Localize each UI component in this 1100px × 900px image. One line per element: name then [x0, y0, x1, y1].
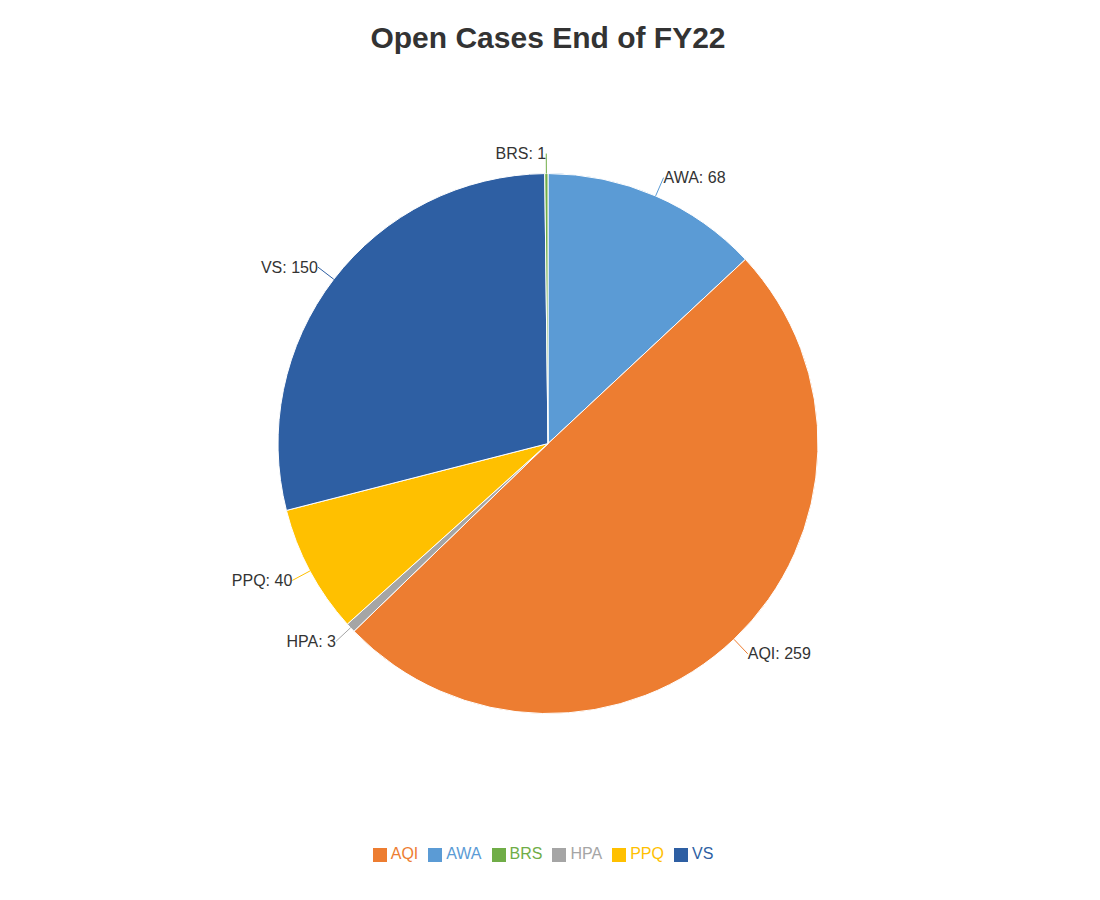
html-text:AWA: AWA [446, 845, 482, 862]
svg-text:AWA: 68: AWA: 68 [664, 169, 726, 186]
svg-text:AQI: 259: AQI: 259 [748, 645, 811, 662]
svg-text:PPQ: 40: PPQ: 40 [232, 572, 293, 589]
svg-text:BRS: 1: BRS: 1 [496, 145, 547, 162]
html-text:Open Cases End of FY22: Open Cases End of FY22 [370, 21, 726, 54]
svg-text:HPA: 3: HPA: 3 [286, 633, 336, 650]
html-text:PPQ: PPQ [630, 845, 664, 862]
html-text:AQI: AQI [390, 845, 419, 862]
html-text:HPA: HPA [570, 845, 603, 862]
html-text:BRS: BRS [509, 845, 543, 862]
html-text:VS: VS [692, 845, 714, 862]
svg-text:VS: 150: VS: 150 [261, 259, 318, 276]
